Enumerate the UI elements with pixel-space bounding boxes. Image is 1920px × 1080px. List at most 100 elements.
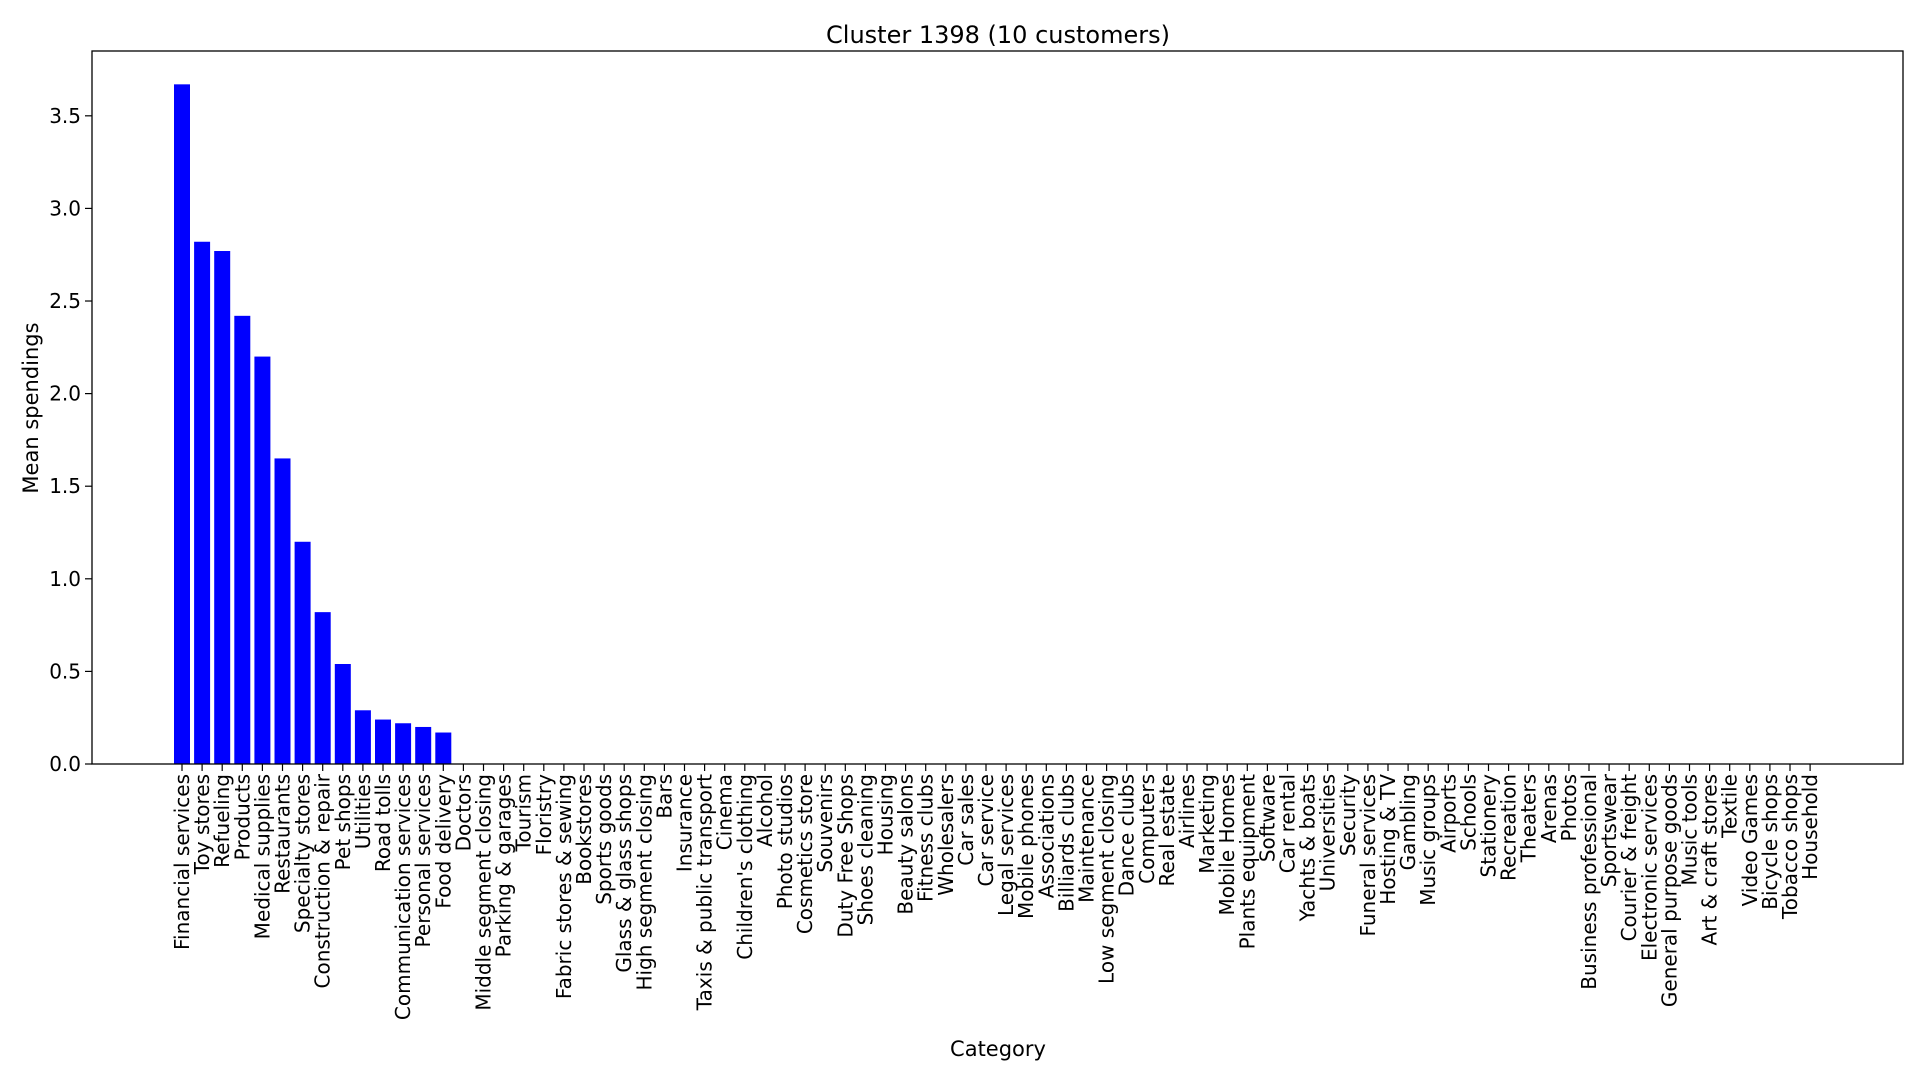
- bar: [214, 251, 231, 765]
- bar: [274, 458, 291, 764]
- x-tick-label: Specialty stores: [291, 774, 315, 933]
- bar: [254, 356, 271, 764]
- y-tick-label: 3.5: [49, 104, 81, 128]
- x-tick-label: Security: [1336, 774, 1360, 856]
- y-tick-label: 2.0: [49, 382, 81, 406]
- x-tick-label: Toy stores: [190, 774, 214, 875]
- x-tick-label: Wholesalers: [934, 774, 958, 896]
- x-tick-label: Video Games: [1738, 774, 1762, 906]
- x-tick-label: Doctors: [451, 774, 475, 851]
- chart-title: Cluster 1398 (10 customers): [826, 21, 1170, 49]
- x-tick-label: Legal services: [994, 774, 1018, 916]
- x-tick-label: Fitness clubs: [914, 774, 938, 902]
- bar: [354, 710, 371, 764]
- x-tick-label: Textile: [1718, 774, 1742, 839]
- x-tick-label: Gambling: [1396, 774, 1420, 870]
- x-tick-label: Tobacco shops: [1778, 774, 1802, 920]
- x-tick-label: Utilities: [351, 774, 375, 849]
- x-tick-label: Parking & garages: [492, 774, 516, 957]
- x-tick-label: Construction & repair: [311, 773, 335, 988]
- x-tick-label: Middle segment closing: [472, 774, 496, 1011]
- x-tick-label: Dance clubs: [1115, 774, 1139, 896]
- bars: [174, 84, 452, 765]
- x-tick-label: Yachts & boats: [1296, 774, 1320, 922]
- x-tick-label: Software: [1255, 774, 1279, 862]
- x-tick-label: Airports: [1436, 774, 1460, 853]
- x-tick-label: Floristry: [532, 774, 556, 856]
- x-tick-label: Stationery: [1477, 774, 1501, 878]
- x-tick-label: Children's clothing: [733, 774, 757, 960]
- x-tick-label: Household: [1798, 774, 1822, 880]
- x-tick-label: Sportswear: [1597, 773, 1621, 887]
- x-tick-label: Bookstores: [572, 774, 596, 885]
- x-tick-label: Personal services: [411, 774, 435, 947]
- bar: [375, 719, 391, 764]
- x-tick-label: Courier & freight: [1617, 774, 1641, 942]
- x-tick-label: General purpose goods: [1657, 774, 1681, 1007]
- x-tick-label: Alcohol: [753, 774, 777, 847]
- x-tick-label: Souvenirs: [813, 774, 837, 873]
- x-tick-label: Bars: [652, 774, 676, 819]
- x-tick-label: Car sales: [954, 774, 978, 866]
- y-tick-label: 0.0: [49, 752, 81, 776]
- bar: [395, 723, 412, 764]
- x-tick-label: Financial services: [170, 774, 194, 950]
- x-tick-label: Business professional: [1577, 774, 1601, 990]
- x-tick-label: Sports goods: [592, 774, 616, 905]
- x-tick-label: Billiards clubs: [1054, 774, 1078, 912]
- y-axis-label: Mean spendings: [19, 322, 43, 493]
- x-tick-label: Bicycle shops: [1758, 774, 1782, 910]
- bar: [435, 732, 452, 764]
- x-tick-label: Housing: [874, 774, 898, 855]
- bar: [234, 315, 251, 764]
- x-tick-label: Hosting & TV: [1376, 774, 1400, 905]
- x-tick-label: Glass & glass shops: [612, 774, 636, 973]
- x-tick-label: Plants equipment: [1235, 774, 1259, 950]
- x-tick-label: Refueling: [210, 774, 234, 868]
- x-tick-label: Electronic services: [1637, 774, 1661, 961]
- x-tick-label: Fabric stores & sewing: [552, 774, 576, 999]
- x-tick-label: Car rental: [1276, 774, 1300, 873]
- x-tick-label: Duty Free Shops: [833, 774, 857, 938]
- x-tick-label: Photo studios: [773, 774, 797, 909]
- x-tick-label: Food delivery: [431, 774, 455, 909]
- x-tick-label: Communication services: [391, 774, 415, 1020]
- x-tick-label: Schools: [1456, 774, 1480, 851]
- x-tick-label: Cosmetics store: [793, 774, 817, 934]
- x-tick-label: Arenas: [1537, 774, 1561, 843]
- x-tick-label: High segment closing: [632, 774, 656, 991]
- x-tick-label: Road tolls: [371, 774, 395, 872]
- x-tick-label: Recreation: [1497, 774, 1521, 881]
- x-tick-label: Maintenance: [1075, 774, 1099, 903]
- x-axis-label: Category: [950, 1037, 1046, 1061]
- x-tick-label: Mobile phones: [1014, 774, 1038, 919]
- x-tick-label: Pet shops: [331, 774, 355, 870]
- bar: [334, 663, 351, 764]
- bar: [194, 241, 211, 764]
- x-tick-label: Computers: [1135, 774, 1159, 884]
- x-tick-label: Associations: [1034, 774, 1058, 898]
- x-tick-label: Beauty salons: [894, 774, 918, 915]
- x-tick-label: Low segment closing: [1095, 774, 1119, 984]
- x-tick-label: Photos: [1557, 774, 1581, 841]
- x-tick-label: Airlines: [1175, 774, 1199, 848]
- y-tick-label: 1.0: [49, 567, 81, 591]
- x-tick-label: Real estate: [1155, 774, 1179, 886]
- x-tick-label: Cinema: [713, 774, 737, 850]
- x-tick-label: Art & craft stores: [1698, 774, 1722, 945]
- bar: [314, 612, 331, 764]
- x-tick-label: Shoes cleaning: [853, 774, 877, 925]
- y-tick-label: 1.5: [49, 474, 81, 498]
- y-tick-label: 2.5: [49, 289, 81, 313]
- x-tick-label: Marketing: [1195, 774, 1219, 874]
- x-tick-label: Music groups: [1416, 774, 1440, 906]
- x-tick-label: Products: [230, 774, 254, 860]
- x-tick-label: Restaurants: [271, 774, 295, 894]
- bar: [294, 541, 311, 764]
- y-tick-label: 3.0: [49, 196, 81, 220]
- bar: [415, 726, 432, 764]
- x-tick-label: Theaters: [1517, 774, 1541, 863]
- x-tick-label: Car service: [974, 774, 998, 886]
- x-tick-label: Mobile Homes: [1215, 774, 1239, 915]
